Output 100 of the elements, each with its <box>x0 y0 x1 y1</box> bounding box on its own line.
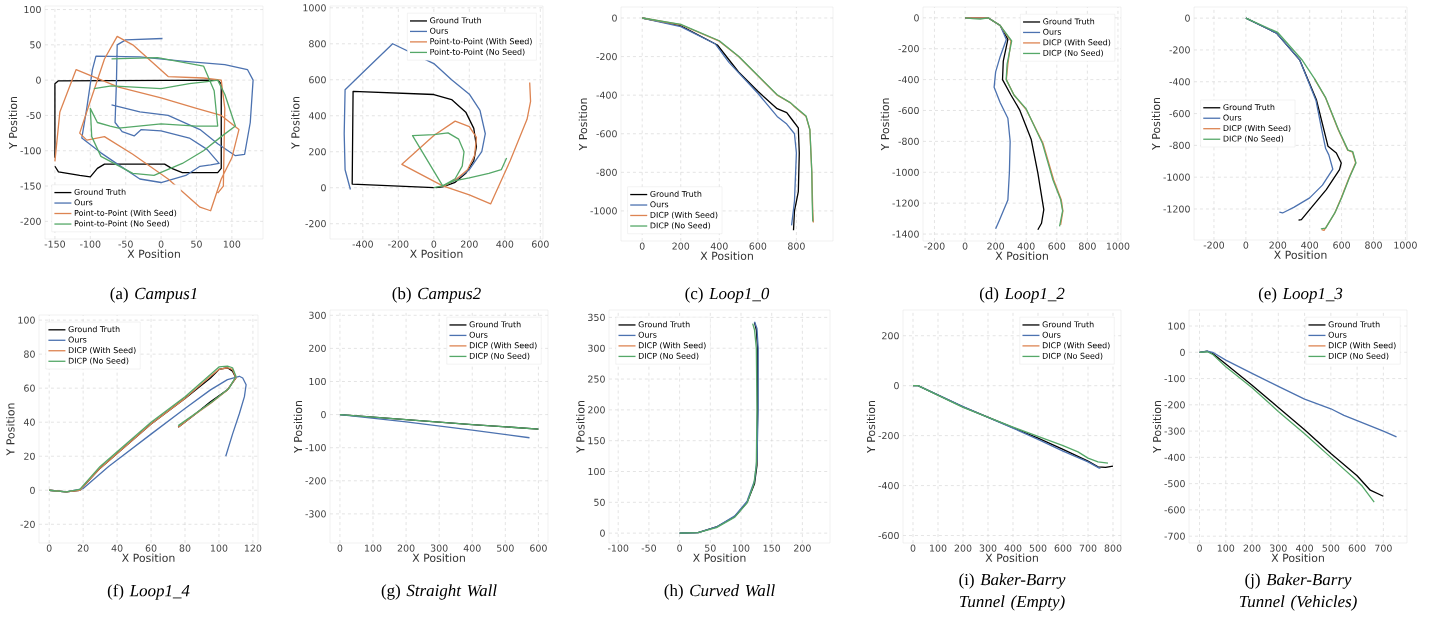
y-tick-label: -200 <box>596 52 617 61</box>
y-axis-title: Y Position <box>6 403 15 456</box>
x-tick-label: 600 <box>749 242 767 250</box>
y-tick-label: 350 <box>588 313 605 321</box>
x-tick-label: 200 <box>460 240 478 248</box>
y-tick-label: 100 <box>18 316 35 324</box>
y-tick-label: -1200 <box>892 199 919 207</box>
x-tick-label: 500 <box>497 544 514 552</box>
text: (i) Baker-Barry Tunnel (Empty) <box>959 573 1066 611</box>
y-tick-label: -600 <box>898 106 919 115</box>
y-tick-label: 800 <box>309 40 326 48</box>
x-tick-label: 300 <box>430 544 448 552</box>
y-tick-label: 300 <box>588 344 605 352</box>
x-tick-label: 200 <box>1243 544 1261 552</box>
y-tick-label: -100 <box>20 147 41 155</box>
y-tick-label: -50 <box>26 111 41 120</box>
x-tick-label: 40 <box>111 544 123 552</box>
x-tick-label: 80 <box>179 544 191 552</box>
y-axis-title: Y Position <box>880 98 890 151</box>
y-tick-label: -1400 <box>892 230 919 238</box>
y-tick-label: -800 <box>1169 141 1190 149</box>
x-tick-label: 700 <box>1375 544 1392 552</box>
x-tick-label: 100 <box>1217 544 1235 552</box>
x-tick-label: 1000 <box>1394 241 1417 249</box>
x-tick-label: -200 <box>924 242 945 250</box>
y-tick-label: 1000 <box>303 4 326 12</box>
x-tick-label: 0 <box>677 544 682 552</box>
x-tick-label: 600 <box>1048 242 1066 250</box>
y-tick-label: 0 <box>321 411 326 419</box>
x-tick-label: 400 <box>1301 241 1319 249</box>
y-tick-label: -200 <box>1164 401 1185 409</box>
x-axis-title: X Position <box>985 553 1038 563</box>
x-tick-label: 0 <box>639 242 645 250</box>
x-tick-label: 400 <box>496 240 514 248</box>
y-tick-label: -150 <box>20 182 41 190</box>
y-tick-label: 40 <box>23 418 35 426</box>
x-tick-label: -50 <box>118 240 133 248</box>
x-tick-label: 600 <box>1348 544 1366 552</box>
x-tick-label: 100 <box>223 240 241 248</box>
y-tick-label: 200 <box>309 148 326 156</box>
y-tick-label: -1000 <box>1163 173 1190 181</box>
x-tick-label: 300 <box>979 544 997 552</box>
x-tick-label: 800 <box>1104 544 1122 552</box>
y-tick-label: 0 <box>30 486 35 494</box>
x-axis-title: X Position <box>127 249 180 258</box>
x-axis-title: X Position <box>700 251 753 260</box>
y-tick-label: 100 <box>24 5 41 14</box>
x-tick-label: 200 <box>1269 241 1287 249</box>
y-axis-title: Y Position <box>866 401 876 453</box>
y-tick-label: 150 <box>588 437 605 445</box>
text: (a) Campus1 <box>110 287 197 303</box>
x-tick-label: 150 <box>763 544 781 552</box>
x-tick-label: 200 <box>794 544 811 552</box>
x-tick-label: 20 <box>77 544 89 552</box>
x-tick-label: 700 <box>1079 544 1097 552</box>
x-tick-label: 0 <box>431 240 437 248</box>
y-tick-label: 0 <box>321 184 326 192</box>
x-tick-label: 600 <box>1333 241 1350 249</box>
y-tick-label: 0 <box>612 14 617 22</box>
y-tick-label: -100 <box>305 444 326 452</box>
x-tick-label: 50 <box>705 544 716 552</box>
y-tick-label: 200 <box>309 344 326 352</box>
text: (g) Straight Wall <box>381 584 497 600</box>
x-axis-title: X Position <box>122 553 175 563</box>
x-tick-label: 200 <box>672 242 690 250</box>
y-tick-label: -600 <box>1164 506 1185 514</box>
text: (h) Curved Wall <box>664 584 775 600</box>
x-tick-label: 0 <box>962 242 968 250</box>
y-tick-label: -200 <box>898 45 919 53</box>
y-tick-label: -400 <box>1164 453 1185 461</box>
y-tick-label: 100 <box>588 467 605 476</box>
x-tick-label: 400 <box>710 242 728 250</box>
x-tick-label: 800 <box>1365 241 1382 249</box>
x-tick-label: 600 <box>1054 544 1072 552</box>
x-tick-label: 400 <box>1004 544 1022 552</box>
y-tick-label: -1200 <box>1163 205 1190 213</box>
y-tick-label: -400 <box>596 91 617 99</box>
x-tick-label: -200 <box>388 240 409 248</box>
y-tick-label: 0 <box>914 14 919 22</box>
x-axis-title: X Position <box>1274 250 1327 259</box>
y-tick-label: 0 <box>894 382 899 390</box>
x-tick-label: 1000 <box>1106 242 1130 250</box>
y-axis-title: Y Position <box>576 401 585 453</box>
x-tick-label: 400 <box>463 544 481 552</box>
y-tick-label: -200 <box>305 477 326 485</box>
x-tick-label: 800 <box>788 242 805 250</box>
y-tick-label: 300 <box>309 311 326 319</box>
x-tick-label: 100 <box>210 544 228 552</box>
x-tick-label: 0 <box>1243 241 1249 249</box>
y-axis-title: Y Position <box>8 96 18 149</box>
text: (d) Loop1_2 <box>979 287 1065 303</box>
x-tick-label: -150 <box>44 240 66 248</box>
y-tick-label: -1000 <box>590 207 617 215</box>
x-axis-title: X Position <box>410 249 463 258</box>
x-tick-label: 120 <box>244 544 262 552</box>
x-axis-title: X Position <box>995 251 1048 260</box>
y-tick-label: -200 <box>878 432 899 440</box>
y-tick-label: 80 <box>24 350 35 358</box>
x-tick-label: -50 <box>641 544 657 552</box>
x-tick-label: 300 <box>1270 544 1287 552</box>
